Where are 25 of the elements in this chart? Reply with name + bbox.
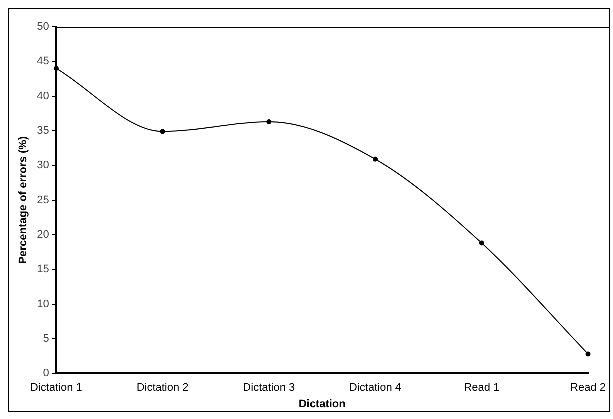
x-tick-label: Read 1 xyxy=(464,382,500,394)
y-tick-label: 45 xyxy=(37,56,50,68)
y-axis-title: Percentage of errors (%) xyxy=(18,136,30,264)
y-tick-label: 50 xyxy=(37,21,50,34)
y-tick-label: 5 xyxy=(43,332,50,345)
point xyxy=(160,129,166,134)
y-tick-label: 25 xyxy=(37,194,50,206)
point xyxy=(586,352,591,357)
y-tick-label: 40 xyxy=(37,90,50,102)
y-tick-label: 15 xyxy=(37,264,50,276)
x-tick-label: Dictation 2 xyxy=(136,382,189,394)
y-tick-label: 35 xyxy=(37,125,50,138)
x-tick-label: Dictation 3 xyxy=(243,382,296,394)
point xyxy=(479,240,484,246)
x-tick-label: Read 2 xyxy=(570,382,606,394)
point xyxy=(54,66,59,72)
y-tick-label: 30 xyxy=(37,160,50,172)
point xyxy=(266,119,272,124)
x-axis-title: Dictation xyxy=(298,398,346,410)
x-tick-label: Dictation 4 xyxy=(350,382,402,394)
y-tick-label: 10 xyxy=(37,298,50,310)
y-tick-label: 0 xyxy=(43,368,50,380)
y-tick-label: 20 xyxy=(37,228,50,241)
point xyxy=(373,156,378,162)
x-tick-label: Dictation 1 xyxy=(30,382,82,394)
